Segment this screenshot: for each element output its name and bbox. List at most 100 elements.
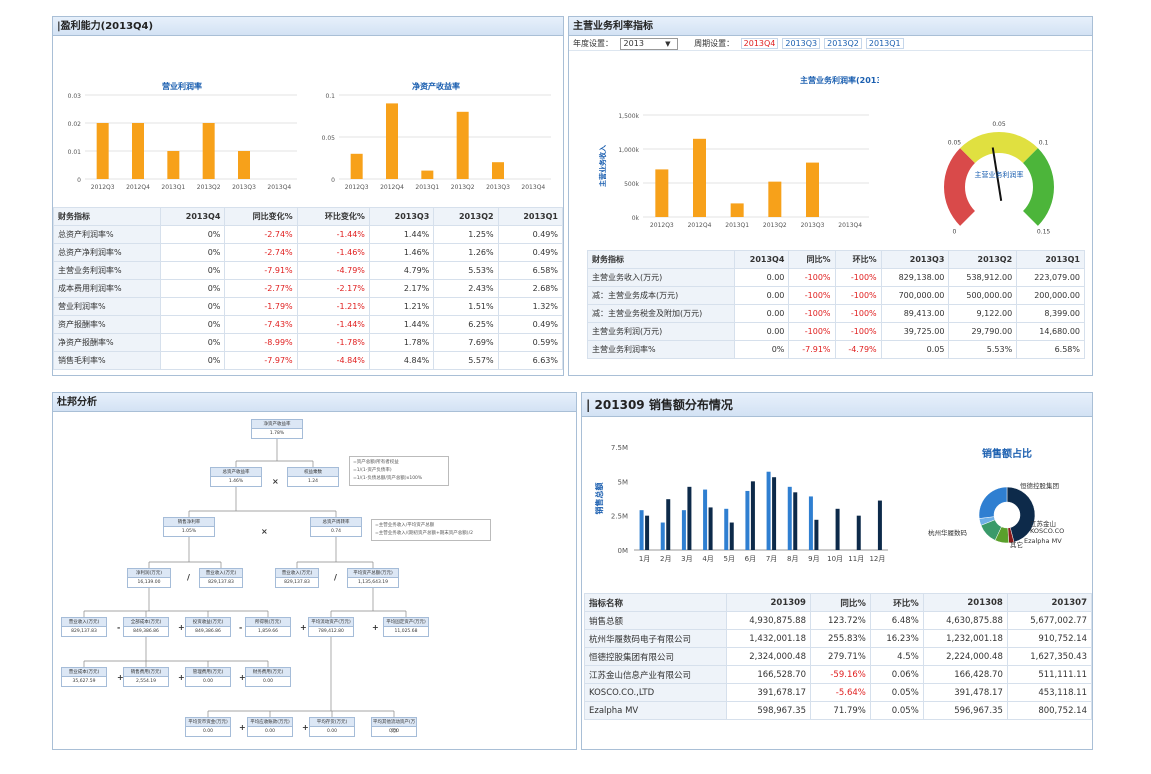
operating-margin-chart: 营业利润率 0.03 0.02 0.01 0 2012Q3 2012Q4 2013Q1 2013… [68, 81, 297, 191]
table-cell: 29,790.00 [948, 322, 1018, 341]
table-cell: -2.77% [224, 279, 298, 298]
table-cell: 资产报酬率% [53, 315, 162, 334]
x-tick-label: 5月 [724, 555, 735, 563]
table-cell: 0% [160, 243, 226, 262]
table-cell: 9,122.00 [948, 304, 1018, 323]
y-axis-label: 销售总额 [594, 483, 604, 515]
bar [666, 499, 671, 550]
table-cell: 598,967.35 [725, 701, 811, 720]
dupont-node-label: 权益乘数 [288, 468, 338, 477]
y-tick-label: 7.5M [611, 444, 628, 452]
pie-label: Ezalpha MV [1024, 537, 1062, 545]
table-row: 成本费用利润率% 0% -2.77% -2.17% 2.17% 2.43% 2.68% [53, 279, 563, 298]
monthly-sales-chart: 7.5M 5M 2.5M 0M 销售总额 1月 2月 3月 4月 5月 6月 7月 8月 9月 10月 11月… [594, 444, 888, 563]
table-cell: 538,912.00 [948, 268, 1018, 287]
bar [729, 522, 734, 550]
dupont-node: 营业成本(万元) 35,627.59 [61, 667, 107, 687]
year-select[interactable]: 2013 ▼ [619, 37, 678, 50]
table-row: 资产报酬率% 0% -7.43% -1.44% 1.44% 6.25% 0.49% [53, 315, 563, 334]
bar [835, 508, 840, 550]
x-tick-label: 2012Q4 [688, 222, 712, 229]
gauge-needle [991, 147, 1003, 201]
table-cell: 7.69% [433, 333, 499, 352]
table-cell: 1.32% [497, 297, 563, 316]
dupont-node-label: 总资产周转率 [311, 518, 361, 527]
turnover-note: =主营业务收入/平均资产总额 =主营业务收入/(期初资产总额+期末资产总额)/2 [371, 519, 491, 541]
table-row: 恒德控股集团有限公司 2,324,000.48 279.71% 4.5% 2,224,0… [584, 647, 1092, 666]
bar [814, 519, 819, 550]
gauge-tick-label: 0.05 [948, 139, 962, 146]
bar [421, 170, 434, 179]
dupont-operator: + [239, 723, 246, 732]
bar [793, 492, 798, 550]
dupont-node-value: 1.78% [269, 431, 285, 436]
period-link[interactable]: 2013Q4 [740, 38, 779, 49]
dupont-node-value: 0.00 [388, 729, 400, 734]
dupont-operator: + [239, 673, 246, 682]
y-tick-label: 0.01 [68, 149, 82, 156]
table-cell: 0% [160, 297, 226, 316]
table-cell: -1.21% [296, 297, 370, 316]
table-cell: 0.49% [497, 225, 563, 244]
column-header: 201307 [1006, 593, 1092, 612]
dupont-node-label: 营业收入(万元) [62, 618, 106, 627]
table-cell: -100% [834, 304, 882, 323]
year-label: 年度设置： [573, 39, 613, 48]
table-cell: -100% [834, 322, 882, 341]
dupont-node-value: 829,137.83 [208, 580, 234, 585]
column-header: 201308 [922, 593, 1008, 612]
bar [730, 203, 744, 217]
x-tick-label: 2013Q3 [486, 184, 510, 191]
x-tick-label: 10月 [827, 555, 843, 563]
table-row: Ezalpha MV 598,967.35 71.79% 0.05% 596,967.3… [584, 701, 1092, 720]
table-cell: -8.99% [224, 333, 298, 352]
table-cell: 166,528.70 [725, 665, 811, 684]
y-axis-label: 主营业务收入 [598, 145, 607, 187]
period-link[interactable]: 2013Q2 [824, 38, 862, 49]
dupont-node: 所得税(万元) 1,859.66 [245, 617, 291, 637]
y-tick-label: 1,500k [618, 113, 639, 120]
y-tick-label: 2.5M [611, 513, 628, 521]
table-cell: 净资产报酬率% [53, 333, 162, 352]
table-cell: 71.79% [809, 701, 871, 720]
period-link[interactable]: 2013Q3 [782, 38, 821, 49]
dupont-node-label: 营业收入(万元) [200, 569, 242, 578]
dupont-node-value: 1.24 [307, 479, 319, 484]
table-cell: 1.78% [368, 333, 435, 352]
sales-panel: | 201309 销售额分布情况 7.5M 5M 2.5M 0M 销售总额 1月 2月 3月 4… [581, 392, 1093, 750]
table-cell: -59.16% [809, 665, 871, 684]
table-row: 主营业务利润率% 0% -7.91% -4.79% 4.79% 5.53% 6.58% [53, 261, 563, 280]
table-cell: 391,478.17 [922, 683, 1008, 702]
table-cell: -2.74% [224, 225, 298, 244]
table-cell: 0% [734, 340, 790, 359]
table-cell: -7.91% [788, 340, 836, 359]
table-cell: 1,627,350.43 [1006, 647, 1092, 666]
dupont-node: 投资收益(万元) 849,386.86 [185, 617, 231, 637]
dupont-node-value: 1.46% [228, 479, 244, 484]
table-cell: 89,413.00 [880, 304, 950, 323]
dupont-node-value: 829,137.83 [71, 629, 97, 634]
dupont-node-label: 平均应收账款(万元) [248, 718, 292, 727]
table-cell: 4,630,875.88 [922, 611, 1008, 630]
period-link[interactable]: 2013Q1 [865, 38, 904, 49]
y-tick-label: 5M [618, 478, 629, 486]
table-cell: 123.72% [809, 611, 871, 630]
bar [766, 471, 771, 550]
column-header: 2013Q2 [433, 207, 499, 226]
table-cell: 恒德控股集团有限公司 [584, 647, 727, 666]
table-cell: 5.57% [433, 351, 499, 370]
bar [745, 490, 750, 550]
table-cell: -2.74% [224, 243, 298, 262]
table-cell: 0% [160, 351, 226, 370]
dupont-node: 营业收入(万元) 829,137.83 [199, 568, 243, 588]
dupont-operator: / [334, 573, 337, 582]
x-tick-label: 2012Q4 [126, 184, 150, 191]
table-cell: 8,399.00 [1016, 304, 1085, 323]
table-cell: 279.71% [809, 647, 871, 666]
table-cell: 1.26% [433, 243, 499, 262]
table-cell: 0.05% [869, 683, 924, 702]
bar [202, 123, 215, 179]
y-tick-label: 0.05 [322, 135, 336, 142]
table-cell: 5.53% [433, 261, 499, 280]
